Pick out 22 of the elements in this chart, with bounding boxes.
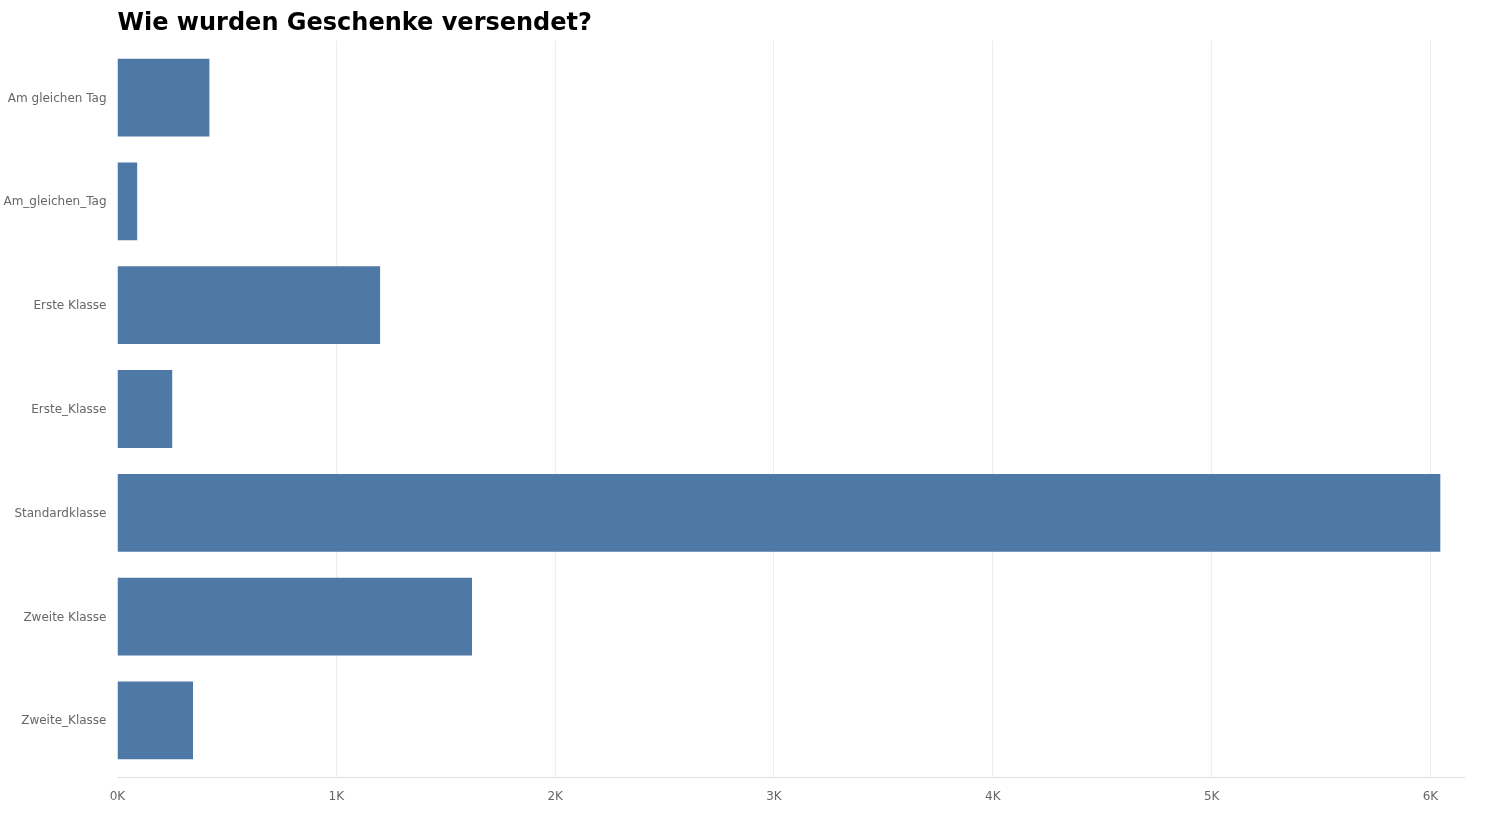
bar — [117, 370, 173, 448]
x-tick-label: 5K — [1203, 788, 1221, 803]
bar — [117, 577, 473, 656]
y-tick-label: Am_gleichen_Tag — [3, 194, 107, 209]
x-tick-label: 1K — [328, 788, 346, 803]
bar — [117, 266, 381, 345]
bar — [117, 473, 1441, 552]
bar — [117, 58, 210, 137]
bar — [117, 162, 138, 241]
y-tick-label: Standardklasse — [14, 505, 107, 520]
chart-title: Wie wurden Geschenke versendet? — [117, 7, 592, 36]
x-tick-label: 3K — [766, 788, 783, 803]
x-tick-label: 4K — [985, 788, 1002, 803]
bar — [117, 681, 193, 760]
y-tick-label: Erste_Klasse — [31, 402, 107, 416]
x-tick-label: 0K — [109, 788, 127, 803]
x-tick-label: 2K — [547, 788, 565, 803]
y-tick-label: Erste Klasse — [33, 298, 107, 313]
y-tick-label: Am gleichen Tag — [7, 90, 107, 105]
y-tick-label: Zweite_Klasse — [21, 713, 107, 728]
x-tick-label: 6K — [1422, 788, 1440, 803]
y-tick-label: Zweite Klasse — [23, 609, 107, 624]
